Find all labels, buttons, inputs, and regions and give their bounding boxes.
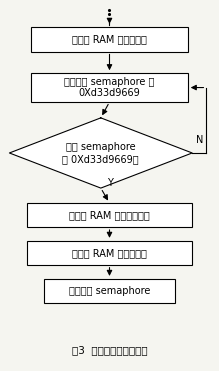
- Text: 从双口 RAM 中取滤波结果: 从双口 RAM 中取滤波结果: [69, 210, 150, 220]
- Bar: [31, 27, 188, 52]
- Text: 清除输出 semaphore: 清除输出 semaphore: [69, 286, 150, 296]
- Text: 输出 semaphore
为 0Xd33d9669？: 输出 semaphore 为 0Xd33d9669？: [62, 142, 139, 164]
- Text: Y: Y: [107, 178, 112, 188]
- Text: 设置输人 semaphore 为
0Xd33d9669: 设置输人 semaphore 为 0Xd33d9669: [64, 77, 155, 98]
- Text: N: N: [196, 135, 203, 145]
- Text: 图3  主计算机程序流程图: 图3 主计算机程序流程图: [72, 345, 147, 355]
- Bar: [31, 73, 188, 102]
- Text: 向双口 RAM 送跟踪数据: 向双口 RAM 送跟踪数据: [72, 35, 147, 45]
- Bar: [27, 203, 192, 227]
- Bar: [44, 279, 175, 303]
- Polygon shape: [9, 118, 192, 188]
- Bar: [27, 241, 192, 265]
- Text: 向双口 RAM 送跟踪数据: 向双口 RAM 送跟踪数据: [72, 248, 147, 258]
